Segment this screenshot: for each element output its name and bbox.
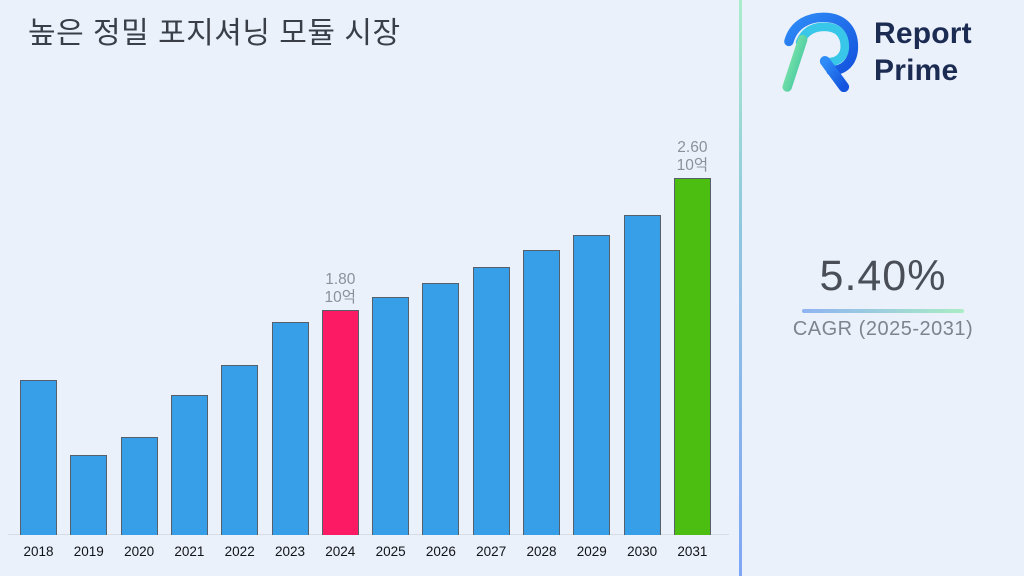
x-axis-label-2022: 2022 — [224, 544, 255, 559]
x-axis-label-2019: 2019 — [73, 544, 104, 559]
bar-value-label-line: 2.60 — [677, 139, 708, 156]
x-axis-label-2026: 2026 — [425, 544, 456, 559]
page-title: 높은 정밀 포지셔닝 모듈 시장 — [28, 17, 401, 50]
cagr-underline — [802, 309, 964, 313]
bar-2018 — [20, 380, 57, 535]
x-axis-label-2018: 2018 — [23, 544, 54, 559]
brand-name-line2: Prime — [874, 54, 959, 87]
bar-2025 — [372, 297, 410, 535]
x-axis-label-2024: 2024 — [325, 544, 356, 559]
bar-2030 — [623, 215, 661, 535]
brand-name: Report Prime — [874, 15, 972, 89]
bar-2023 — [271, 322, 309, 535]
x-axis-label-2025: 2025 — [375, 544, 406, 559]
x-axis-label-2020: 2020 — [124, 544, 155, 559]
report-prime-logo-icon — [782, 12, 859, 92]
x-axis-label-2030: 2030 — [627, 544, 658, 559]
x-axis-label-2023: 2023 — [274, 544, 306, 559]
bar-2031 — [673, 178, 711, 535]
x-axis-label-2028: 2028 — [526, 544, 557, 559]
brand-name-line1: Report — [874, 17, 972, 50]
bar-2021 — [170, 395, 208, 535]
x-axis-label-2031: 2031 — [677, 544, 708, 559]
bar-2028 — [523, 250, 560, 535]
cagr-label: CAGR (2025-2031) — [792, 318, 974, 340]
bar-2029 — [573, 235, 611, 535]
bar-value-label-2024: 1.80 10억 — [325, 271, 357, 307]
x-axis-label-2029: 2029 — [576, 544, 607, 559]
bar-chart: 2018 2019 2020 2021 2022 2023 2024 1.80 10억 2025 2… — [8, 139, 729, 559]
bar-2022 — [221, 365, 259, 535]
bar-2019 — [70, 455, 108, 535]
bar-value-label-line: 10억 — [324, 289, 357, 306]
bar-2026 — [422, 283, 460, 535]
right-panel: Report Prime 5.40% CAGR (2025-2031) — [742, 0, 1024, 576]
x-axis-label-2027: 2027 — [476, 544, 507, 559]
bar-2024 — [321, 310, 359, 535]
x-axis-label-2021: 2021 — [174, 544, 205, 559]
x-axis-line — [8, 534, 729, 535]
vertical-divider — [739, 0, 742, 576]
cagr-block: 5.40% CAGR (2025-2031) — [742, 252, 1024, 341]
brand: Report Prime — [776, 8, 972, 92]
cagr-value: 5.40% — [819, 252, 947, 300]
bar-value-label-line: 10억 — [676, 157, 709, 174]
bar-2020 — [120, 437, 158, 535]
bar-value-label-2031: 2.60 10억 — [677, 139, 709, 175]
bar-2027 — [472, 267, 510, 535]
bar-value-label-line: 1.80 — [325, 271, 356, 288]
